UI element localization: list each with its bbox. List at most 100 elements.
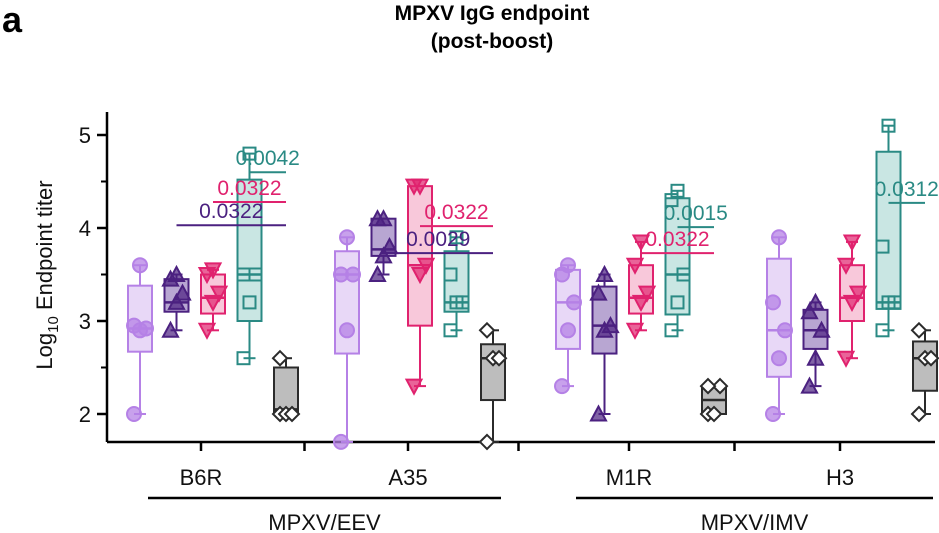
- circle-marker: [566, 294, 582, 311]
- significance-p-value: 0.0322: [424, 201, 488, 224]
- triangle-down-marker: [625, 322, 645, 340]
- axes: 2 3 4 5 B6R A35 M1R H3 MPXV/EEV MPXV/IMV: [79, 112, 935, 533]
- diamond-marker: [910, 405, 928, 423]
- significance-p-value: 0.0312: [875, 178, 939, 201]
- circle-marker: [333, 266, 349, 283]
- triangle-down-marker: [203, 294, 223, 313]
- diamond-marker: [699, 377, 717, 395]
- circle-marker: [333, 433, 349, 450]
- triangle-up-marker: [806, 348, 825, 366]
- circle-marker: [765, 294, 781, 311]
- circle-marker: [560, 322, 576, 339]
- box-A35-group-4: [478, 321, 508, 451]
- triangle-down-marker: [625, 257, 645, 275]
- box-B6R-group-0: [126, 257, 154, 422]
- box-H3-group-1: [800, 292, 831, 394]
- square-marker: [236, 351, 251, 366]
- box-A35-group-1: [368, 209, 399, 282]
- significance-p-value: 0.0015: [664, 202, 728, 225]
- diamond-marker: [490, 349, 508, 367]
- circle-marker: [765, 406, 781, 422]
- square-marker: [875, 239, 890, 254]
- circle-marker: [339, 229, 355, 246]
- triangle-up-marker: [589, 283, 608, 301]
- triangle-down-marker: [836, 257, 856, 275]
- diamond-marker: [478, 321, 496, 339]
- box-H3-group-4: [910, 321, 939, 423]
- diamond-marker: [271, 349, 289, 367]
- significance-p-value: 0.0322: [645, 228, 709, 251]
- x-category-label: A35: [388, 465, 427, 490]
- circle-marker: [132, 257, 148, 274]
- triangle-down-marker: [637, 285, 657, 303]
- y-tick-label: 3: [79, 309, 91, 334]
- triangle-up-marker: [595, 264, 614, 282]
- square-marker: [443, 323, 458, 338]
- chart-title: MPXV IgG endpoint: [395, 2, 590, 25]
- diamond-marker: [705, 405, 723, 423]
- triangle-down-marker: [842, 234, 862, 252]
- triangle-down-marker: [410, 267, 430, 285]
- triangle-up-marker: [173, 283, 192, 301]
- chart-subtitle: (post-boost): [431, 30, 553, 53]
- diamond-marker: [478, 433, 496, 451]
- square-marker: [875, 323, 890, 338]
- box-A35-group-3: [443, 230, 470, 338]
- triangle-down-marker: [631, 294, 651, 313]
- box-B6R-group-2: [197, 262, 229, 340]
- box-M1R-group-2: [625, 234, 657, 340]
- diamond-marker: [711, 377, 729, 395]
- triangle-down-marker: [203, 262, 223, 280]
- square-marker: [676, 267, 691, 282]
- x-category-label: H3: [826, 465, 854, 490]
- square-marker: [670, 183, 685, 198]
- circle-marker: [777, 322, 793, 339]
- triangle-up-marker: [161, 320, 180, 338]
- triangle-down-marker: [842, 294, 862, 313]
- significance-p-value: 0.0042: [236, 147, 300, 170]
- square-marker: [664, 323, 679, 338]
- box-B6R-group-1: [161, 264, 192, 338]
- significance-p-value: 0.0029: [406, 228, 470, 251]
- box-H3-group-2: [836, 234, 868, 368]
- triangle-up-marker: [167, 292, 186, 310]
- significance-layer: 0.03220.03220.00420.00290.03220.03220.00…: [176, 147, 939, 255]
- box-H3-group-0: [765, 229, 793, 422]
- y-tick-label: 5: [79, 123, 91, 148]
- square-marker: [449, 230, 464, 245]
- triangle-down-marker: [410, 178, 430, 196]
- triangle-up-marker: [374, 246, 393, 264]
- group-bracket-label: MPXV/IMV: [701, 510, 809, 533]
- triangle-down-marker: [197, 322, 217, 340]
- x-category-label: B6R: [180, 465, 223, 490]
- x-category-label: M1R: [606, 465, 652, 490]
- group-bracket-label: MPXV/EEV: [268, 510, 381, 533]
- square-marker: [887, 295, 902, 310]
- box-A35-group-0: [333, 229, 361, 450]
- square-marker: [443, 267, 458, 282]
- circle-marker: [771, 229, 787, 246]
- box-B6R-group-3: [236, 146, 263, 366]
- box-M1R-group-3: [664, 183, 691, 338]
- box-A35-group-2: [404, 178, 436, 396]
- significance-p-value: 0.0322: [199, 200, 263, 223]
- square-marker: [455, 295, 470, 310]
- triangle-down-marker: [631, 234, 651, 252]
- triangle-down-marker: [404, 378, 424, 396]
- circle-marker: [339, 322, 355, 339]
- triangle-down-marker: [416, 257, 436, 275]
- triangle-up-marker: [368, 264, 387, 282]
- square-marker: [670, 295, 685, 310]
- diamond-marker: [283, 405, 301, 423]
- box-M1R-group-4: [699, 377, 729, 423]
- box-M1R-group-0: [554, 257, 582, 395]
- square-marker: [242, 146, 257, 161]
- box-iqr: [664, 197, 691, 316]
- triangle-down-marker: [836, 350, 856, 368]
- box-iqr: [875, 150, 902, 310]
- triangle-up-marker: [806, 292, 825, 310]
- circle-marker: [554, 378, 570, 395]
- significance-p-value: 0.0322: [217, 177, 281, 200]
- circle-marker: [771, 350, 787, 367]
